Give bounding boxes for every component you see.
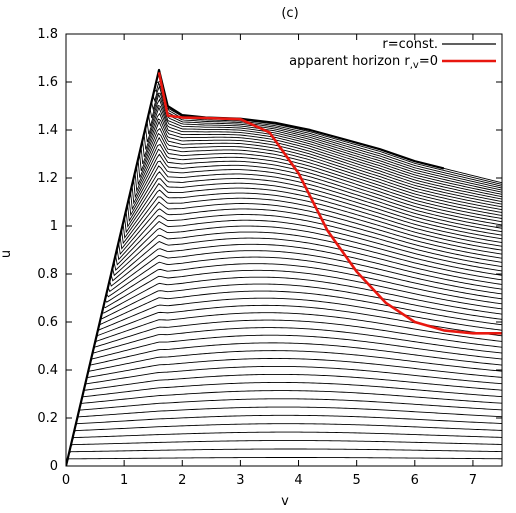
x-tick-label: 2 xyxy=(178,473,186,488)
r-const-curve xyxy=(148,98,502,198)
r-const-curve xyxy=(119,201,502,259)
y-tick-label: 0.2 xyxy=(37,411,58,426)
r-const-curve xyxy=(94,312,502,345)
r-const-curve xyxy=(100,283,502,320)
r-const-curve xyxy=(109,243,502,290)
y-axis-label: u xyxy=(0,250,14,258)
r-const-curve xyxy=(88,342,502,371)
x-axis-label: v xyxy=(281,494,289,509)
r-const-curve xyxy=(127,171,502,240)
axis-ticks xyxy=(65,33,502,467)
plot-frame xyxy=(65,33,503,467)
y-tick-label: 0.6 xyxy=(37,315,58,330)
r-const-curve xyxy=(113,225,502,276)
r-const-curve xyxy=(67,457,502,461)
r-const-curve xyxy=(110,237,502,285)
r-const-curve xyxy=(146,104,502,200)
r-const-curve xyxy=(145,106,502,203)
r-const-curve xyxy=(91,327,502,358)
axis-tick-labels: 0 1 2 3 4 5 6 7 0 0.2 0.4 0.6 0.8 1 1.2 1.4 1.6 1.8 xyxy=(37,27,477,488)
r-const-curve xyxy=(136,136,502,219)
y-tick-label: 0.8 xyxy=(37,267,58,282)
r-const-curve xyxy=(85,358,502,384)
r-const-curve xyxy=(151,92,502,193)
r-const-curve xyxy=(118,208,502,263)
x-tick-label: 3 xyxy=(236,473,244,488)
r-const-curve xyxy=(82,373,502,396)
r-const-curve xyxy=(149,93,502,195)
plot-area xyxy=(66,68,502,466)
r-const-curve xyxy=(71,431,502,441)
r-const-curve xyxy=(121,196,502,255)
legend-label-horizon: apparent horizon r,v=0 xyxy=(289,54,438,71)
r-const-curve xyxy=(103,269,502,310)
r-const-curve xyxy=(76,406,502,422)
r-const-curve xyxy=(154,81,502,189)
r-const-curve xyxy=(77,398,502,416)
r-const-curve xyxy=(130,160,502,233)
r-const-curve xyxy=(112,231,502,281)
r-const-curve xyxy=(73,423,502,435)
r-const-curve xyxy=(74,414,502,428)
legend-horizon-sub: ,v xyxy=(410,60,419,71)
r-const-curve xyxy=(104,263,502,305)
y-tick-label: 1.4 xyxy=(37,123,58,138)
x-tick-label: 1 xyxy=(120,473,128,488)
x-tick-label: 5 xyxy=(353,473,361,488)
r-const-curve xyxy=(139,127,502,213)
r-const-curve xyxy=(95,304,502,339)
legend-horizon-tail: =0 xyxy=(419,54,438,69)
chart-title: (c) xyxy=(281,6,298,21)
r-const-curve xyxy=(155,80,502,187)
r-const-curve xyxy=(68,448,502,454)
r-const-curve xyxy=(106,256,502,300)
legend-horizon-main: apparent horizon r xyxy=(289,54,410,69)
r-const-curve xyxy=(116,214,502,268)
r-const-curve xyxy=(133,148,502,226)
r-const-curve xyxy=(134,143,502,223)
x-tick-label: 0 xyxy=(62,473,70,488)
r-const-curve xyxy=(137,132,502,216)
r-const-curve xyxy=(124,182,502,247)
y-tick-label: 0 xyxy=(50,459,58,474)
r-const-curve xyxy=(80,382,502,403)
plot-border xyxy=(65,33,503,467)
y-tick-label: 1.8 xyxy=(37,27,58,42)
r-const-curve xyxy=(142,118,502,208)
y-tick-label: 1 xyxy=(50,219,58,234)
y-tick-label: 1.6 xyxy=(37,75,58,90)
r-const-curve xyxy=(115,219,502,272)
legend-label-rconst: r=const. xyxy=(382,37,438,52)
outer-envelope-line xyxy=(66,68,445,466)
legend: r=const. apparent horizon r,v=0 xyxy=(289,37,496,71)
x-tick-label: 7 xyxy=(469,473,477,488)
r-const-curve xyxy=(79,390,502,409)
r-const-curve xyxy=(143,112,502,205)
r-const-curve xyxy=(140,120,502,211)
r-const-curve xyxy=(125,178,502,243)
r-const-curve xyxy=(89,334,502,364)
r-const-curve xyxy=(107,250,502,295)
r-const-curve xyxy=(131,153,502,229)
y-tick-label: 1.2 xyxy=(37,171,58,186)
r-const-curve xyxy=(101,276,502,315)
r-const-curve xyxy=(83,365,502,390)
r-const-curve xyxy=(128,165,502,236)
x-tick-label: 6 xyxy=(411,473,419,488)
r-const-curve xyxy=(98,290,502,326)
y-tick-label: 0.4 xyxy=(37,363,58,378)
r-const-curve xyxy=(86,350,502,377)
apparent-horizon-line xyxy=(157,72,502,335)
x-tick-label: 4 xyxy=(294,473,302,488)
r-const-curve xyxy=(97,297,502,333)
r-const-curve xyxy=(92,319,502,352)
r-const-curve xyxy=(70,440,502,448)
r-const-curve xyxy=(152,85,502,191)
